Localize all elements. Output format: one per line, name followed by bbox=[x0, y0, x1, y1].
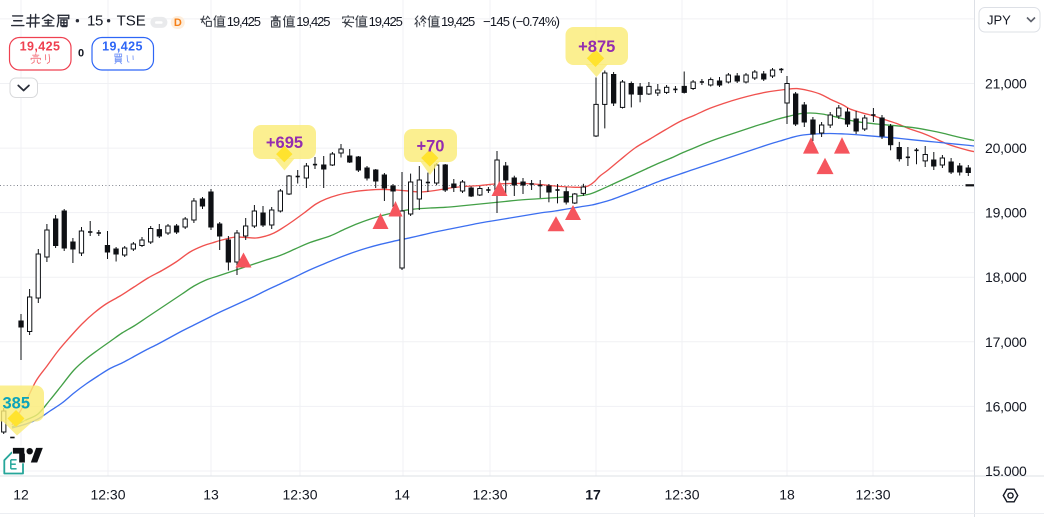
svg-text:12:30: 12:30 bbox=[855, 487, 890, 503]
svg-text:13: 13 bbox=[203, 487, 219, 503]
svg-text:15.000: 15.000 bbox=[985, 463, 1027, 479]
svg-text:16,000: 16,000 bbox=[985, 398, 1027, 414]
svg-text:+875: +875 bbox=[578, 38, 615, 56]
svg-text:12:30: 12:30 bbox=[472, 487, 507, 503]
svg-text:20,000: 20,000 bbox=[985, 140, 1027, 156]
svg-text:17: 17 bbox=[585, 487, 601, 503]
svg-text:12: 12 bbox=[13, 487, 29, 503]
svg-text:21,000: 21,000 bbox=[985, 76, 1027, 92]
svg-text:19,425: 19,425 bbox=[20, 40, 61, 54]
svg-text:19,425: 19,425 bbox=[441, 14, 475, 29]
svg-text:19,425: 19,425 bbox=[296, 14, 330, 29]
svg-text:+695: +695 bbox=[266, 134, 303, 152]
svg-text:15: 15 bbox=[87, 13, 103, 30]
svg-text:+70: +70 bbox=[417, 138, 445, 156]
svg-text:12:30: 12:30 bbox=[90, 487, 125, 503]
svg-text:0: 0 bbox=[78, 48, 84, 60]
svg-text:14: 14 bbox=[394, 487, 410, 503]
svg-text:19,425: 19,425 bbox=[369, 14, 403, 29]
svg-text:385: 385 bbox=[3, 395, 31, 413]
svg-text:TSE: TSE bbox=[117, 13, 146, 30]
svg-text:19,425: 19,425 bbox=[102, 40, 143, 54]
svg-text:12:30: 12:30 bbox=[282, 487, 317, 503]
svg-text:D: D bbox=[174, 17, 182, 29]
svg-text:JPY: JPY bbox=[987, 13, 1011, 28]
svg-text:17,000: 17,000 bbox=[985, 334, 1027, 350]
svg-text:18,000: 18,000 bbox=[985, 269, 1027, 285]
svg-text:19,000: 19,000 bbox=[985, 205, 1027, 221]
svg-text:−145 (−0.74%): −145 (−0.74%) bbox=[483, 14, 560, 29]
svg-text:19,425: 19,425 bbox=[227, 14, 261, 29]
svg-text:12:30: 12:30 bbox=[664, 487, 699, 503]
svg-text:18: 18 bbox=[779, 487, 795, 503]
